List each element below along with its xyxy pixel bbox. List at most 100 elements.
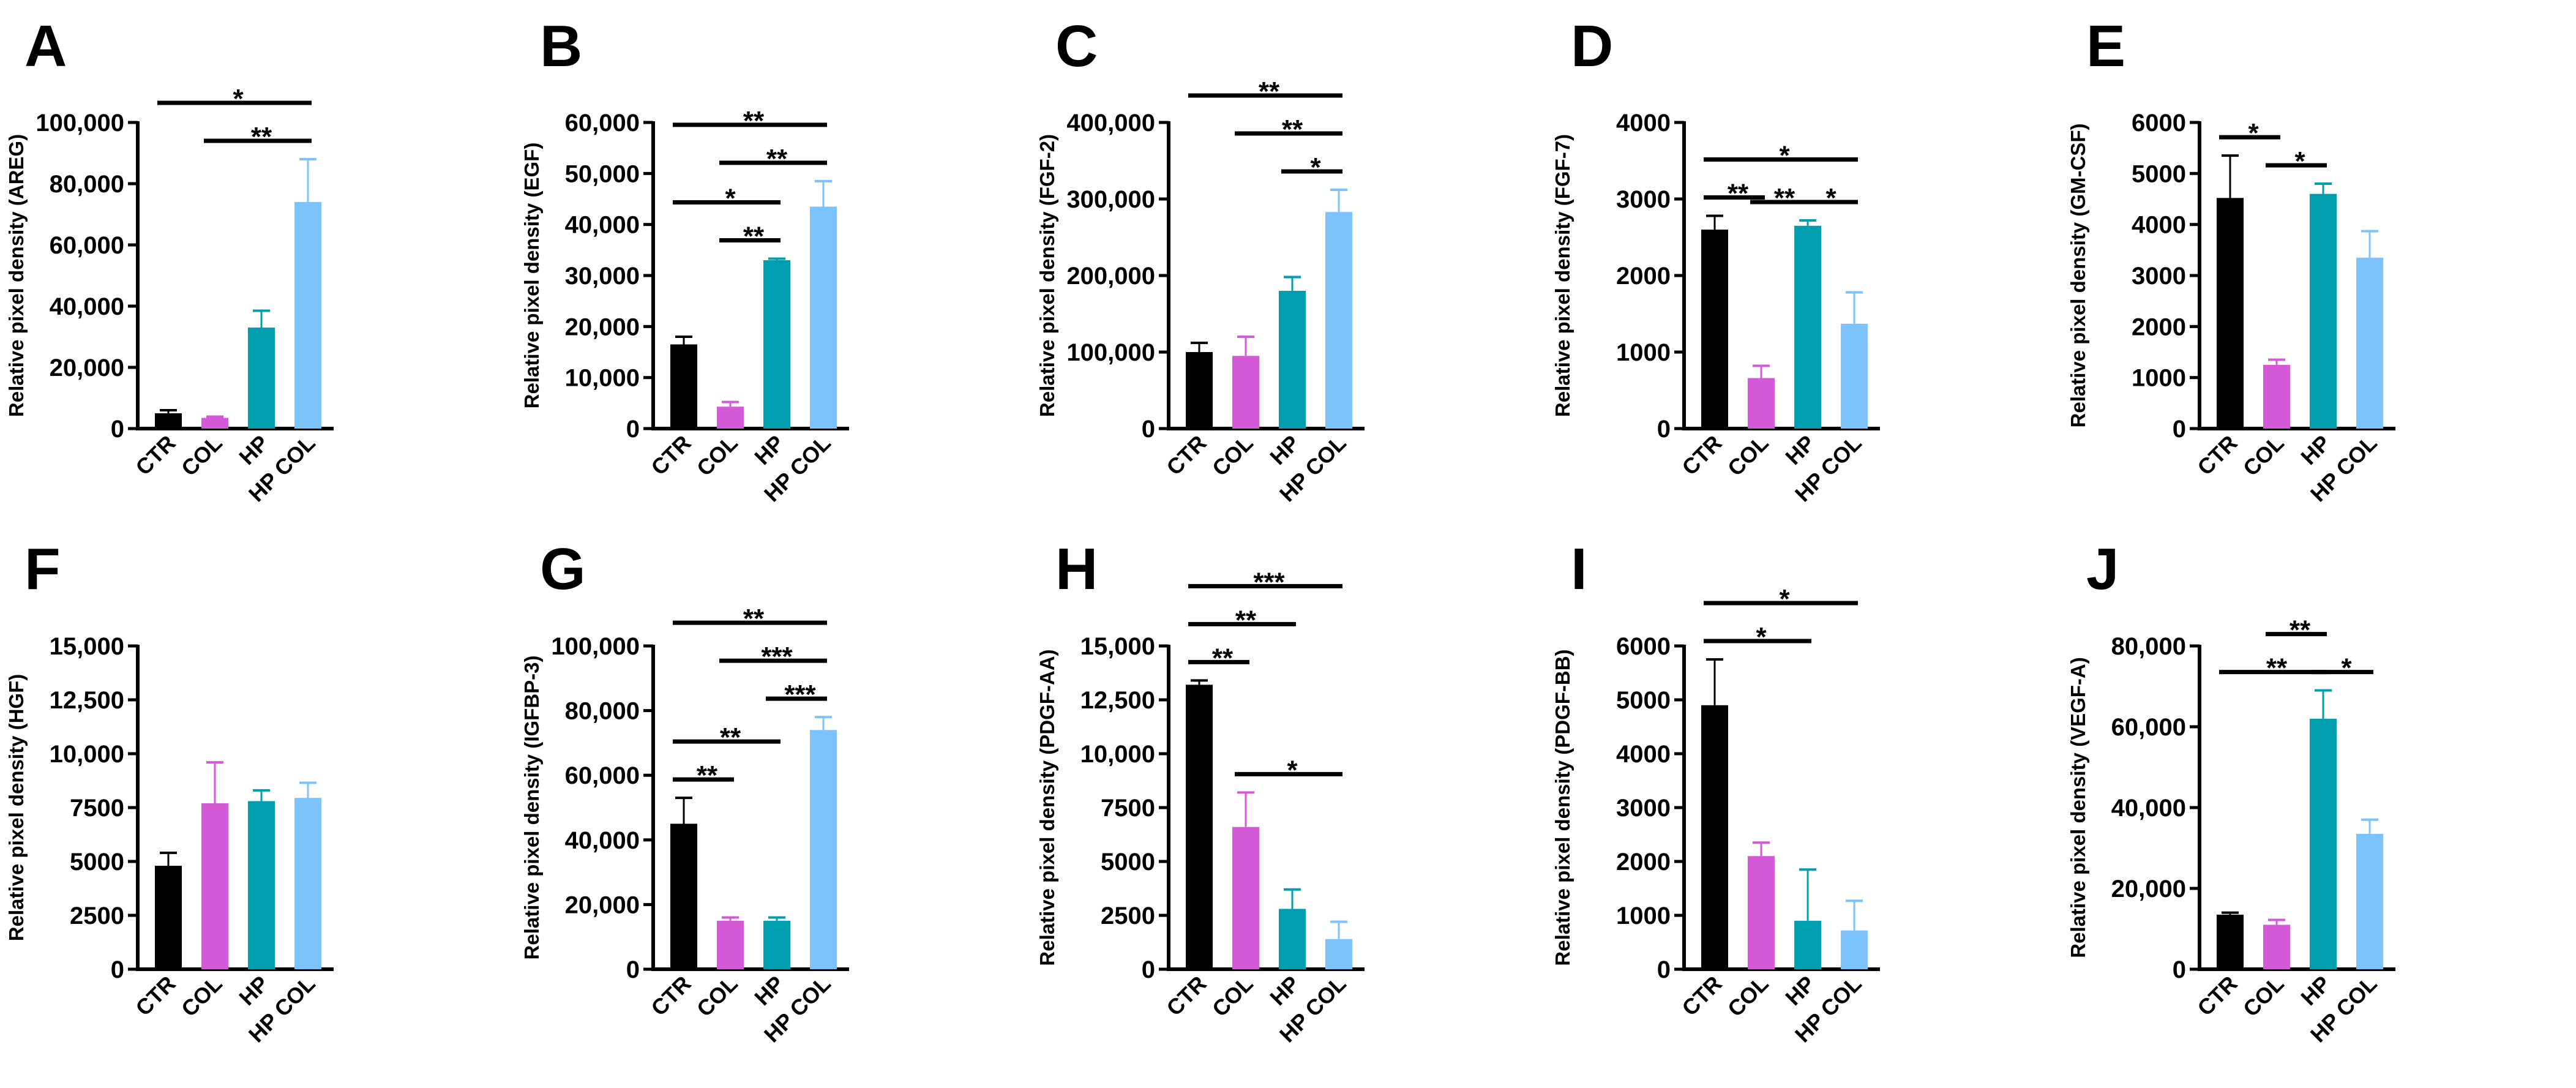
y-tick-label: 20,000 xyxy=(2111,876,2186,902)
significance-label: ** xyxy=(1212,643,1234,673)
bar-hp xyxy=(763,260,790,429)
significance-label: ** xyxy=(1259,77,1280,107)
y-tick-label: 30,000 xyxy=(565,263,640,290)
x-tick-label: COL xyxy=(692,971,743,1022)
y-tick-label: 0 xyxy=(1657,416,1671,443)
panel-letter: J xyxy=(2086,536,2119,602)
y-tick-label: 20,000 xyxy=(50,355,124,381)
bar-col xyxy=(201,418,228,429)
y-tick-label: 40,000 xyxy=(565,212,640,239)
x-tick-label: CTR xyxy=(646,430,695,480)
bar-hp-col xyxy=(1325,212,1352,429)
bar-col xyxy=(1748,856,1775,969)
significance-label: *** xyxy=(784,680,816,710)
y-tick-label: 200,000 xyxy=(1066,263,1155,290)
bar-hp xyxy=(2310,718,2337,969)
panel-E: E Relative pixel density (GM-CSF) 0 1000 200… xyxy=(2067,13,2395,506)
y-tick-label: 2500 xyxy=(70,902,124,929)
x-tick-label: COL xyxy=(1207,430,1258,481)
y-tick-label: 80,000 xyxy=(2111,633,2186,660)
bar-col xyxy=(1232,356,1259,429)
bar-hp xyxy=(248,801,275,969)
significance-label: ** xyxy=(697,760,718,790)
panel-F: F Relative pixel density (HGF) 0 2500 5000 75… xyxy=(5,536,334,1047)
x-tick-label: COL xyxy=(1723,971,1773,1022)
significance-label: ** xyxy=(720,722,741,752)
x-tick-label: HP xyxy=(749,430,788,470)
y-tick-label: 0 xyxy=(626,956,640,983)
significance-label: ** xyxy=(2266,653,2288,683)
y-tick-label: 0 xyxy=(2173,956,2186,983)
bar-hp-col xyxy=(2356,257,2383,429)
bar-hp-col xyxy=(1841,930,1868,969)
x-tick-label: COL xyxy=(2238,971,2289,1022)
bar-ctr xyxy=(1186,685,1213,969)
bar-hp-col xyxy=(810,206,837,429)
bar-ctr xyxy=(1701,705,1728,969)
y-tick-label: 4000 xyxy=(2132,212,2186,239)
significance-label: ** xyxy=(1282,114,1303,144)
significance-label: *** xyxy=(1253,567,1285,597)
bar-hp-col xyxy=(1841,323,1868,429)
panel-J: J Relative pixel density (VEGF-A) 0 20,000 4… xyxy=(2067,536,2395,1047)
y-tick-label: 400,000 xyxy=(1066,110,1155,137)
y-tick-label: 50,000 xyxy=(565,160,640,187)
y-tick-label: 60,000 xyxy=(50,232,124,259)
y-tick-label: 12,500 xyxy=(1080,687,1155,714)
x-tick-label: CTR xyxy=(2192,971,2242,1021)
y-tick-label: 10,000 xyxy=(1080,741,1155,768)
y-axis-label: Relative pixel density (PDGF-AA) xyxy=(1036,649,1058,966)
y-tick-label: 100,000 xyxy=(551,633,640,660)
y-axis-label: Relative pixel density (FGF-7) xyxy=(1551,134,1574,417)
y-tick-label: 0 xyxy=(626,416,640,443)
panel-letter: G xyxy=(540,536,586,602)
y-tick-label: 15,000 xyxy=(50,633,124,660)
y-tick-label: 0 xyxy=(111,416,124,443)
x-tick-label: HP xyxy=(234,430,273,470)
y-tick-label: 6000 xyxy=(1616,633,1671,660)
panel-B: B Relative pixel density (EGF) 0 10,000 20,0… xyxy=(520,13,849,506)
y-axis-label: Relative pixel density (PDGF-BB) xyxy=(1551,649,1574,966)
y-tick-label: 10,000 xyxy=(565,365,640,392)
panel-H: H Relative pixel density (PDGF-AA) 0 2500 50… xyxy=(1036,536,1365,1047)
y-tick-label: 40,000 xyxy=(565,827,640,854)
x-tick-label: COL xyxy=(1723,430,1773,481)
x-tick-label: COL xyxy=(692,430,743,481)
y-tick-label: 0 xyxy=(1142,416,1155,443)
significance-label: ** xyxy=(2290,615,2311,645)
panel-G: G Relative pixel density (IGFBP-3) 0 20,000… xyxy=(520,536,849,1047)
bar-hp xyxy=(1794,225,1821,429)
y-tick-label: 2000 xyxy=(1616,849,1671,876)
y-tick-label: 6000 xyxy=(2132,110,2186,137)
y-tick-label: 3000 xyxy=(2132,263,2186,290)
y-tick-label: 80,000 xyxy=(565,698,640,725)
panel-D: D Relative pixel density (FGF-7) 0 1000 2000… xyxy=(1551,13,1880,506)
y-tick-label: 2000 xyxy=(2132,313,2186,340)
panel-letter: C xyxy=(1055,13,1098,79)
bar-ctr xyxy=(670,824,697,969)
x-tick-label: CTR xyxy=(1161,430,1211,480)
y-tick-label: 7500 xyxy=(70,795,124,822)
y-tick-label: 5000 xyxy=(70,849,124,876)
x-tick-label: COL xyxy=(2238,430,2289,481)
y-tick-label: 0 xyxy=(1657,956,1671,983)
x-tick-label: COL xyxy=(1207,971,1258,1022)
y-tick-label: 40,000 xyxy=(2111,795,2186,822)
y-tick-label: 4000 xyxy=(1616,110,1671,137)
panel-A: A Relative pixel density (AREG) 0 20,000 40,… xyxy=(5,13,334,506)
x-tick-label: CTR xyxy=(646,971,695,1021)
panel-letter: I xyxy=(1571,536,1587,602)
y-tick-label: 5000 xyxy=(2132,160,2186,187)
bar-col xyxy=(1748,378,1775,429)
panel-C: C Relative pixel density (FGF-2) 0 100,000 2… xyxy=(1036,13,1365,506)
bar-hp-col xyxy=(294,202,321,429)
significance-label: * xyxy=(1825,183,1837,213)
x-tick-label: CTR xyxy=(130,430,180,480)
bar-hp-col xyxy=(2356,833,2383,969)
panel-I: I Relative pixel density (PDGF-BB) 0 1000 20… xyxy=(1551,536,1880,1047)
y-tick-label: 20,000 xyxy=(565,891,640,918)
y-axis-label: Relative pixel density (HGF) xyxy=(5,674,28,941)
bar-hp-col xyxy=(1325,939,1352,969)
significance-label: ** xyxy=(766,144,788,174)
y-tick-label: 7500 xyxy=(1101,795,1155,822)
